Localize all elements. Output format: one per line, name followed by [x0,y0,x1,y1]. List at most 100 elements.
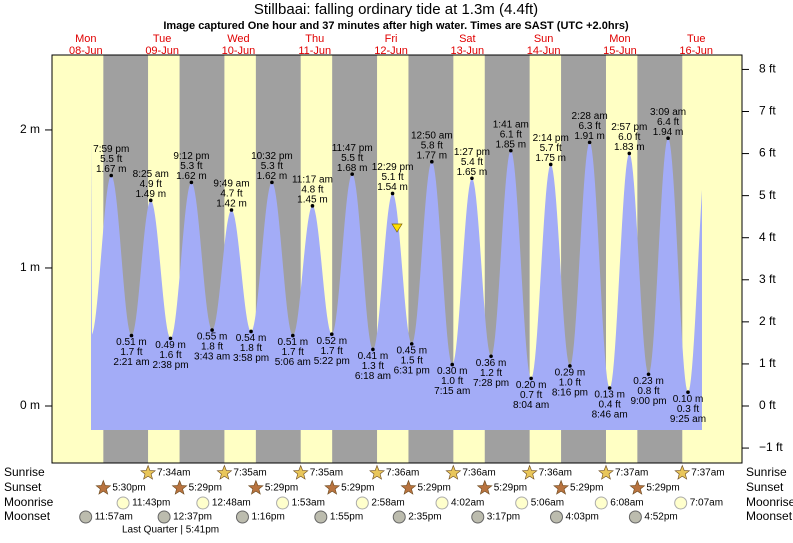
tide-label: 4.9 ft [140,179,162,190]
tide-label: 9:00 pm [630,396,666,407]
tide-label: 1.6 ft [159,350,181,361]
moonset-icon [314,510,328,524]
moonrise-icon [355,496,369,510]
tide-label: 0.49 m [155,340,186,351]
row-label: Moonset [746,509,793,523]
tide-point [270,180,274,185]
tide-label: 0.51 m [116,337,147,348]
moonset-time: 12:37pm [173,512,212,523]
moonrise-time: 2:58am [371,498,404,509]
tide-label: 6.0 ft [618,132,640,143]
tide-label: 1.75 m [535,153,566,164]
tide-label: 2:14 pm [533,133,569,144]
tide-point [129,333,134,338]
sunset-time: 5:29pm [417,483,450,494]
tide-label: 1.83 m [614,142,645,153]
tide-label: 5:06 am [275,357,311,368]
sun-icon [171,479,188,495]
moonrise-icon [196,496,210,510]
tide-label: 6:31 pm [394,366,430,377]
sunset-time: 5:30pm [112,483,145,494]
day-date: 14-Jun [527,45,561,57]
tide-label: 1.0 ft [559,378,581,389]
y2-tick-label: 1 ft [759,356,776,370]
day-date: 10-Jun [222,45,256,57]
tide-label: 1.2 ft [480,368,502,379]
tide-point [470,176,474,181]
tide-point [189,180,194,185]
moon-phase: Last Quarter | 5:41pm [122,525,219,536]
y2-tick-label: 3 ft [759,272,776,286]
day-date: 13-Jun [451,45,485,57]
tide-marks: 7:59 pm5.5 ft1.67 m0.51 m1.7 ft2:21 am8:… [93,107,706,425]
tide-point [430,159,434,164]
moonrise-icon [594,496,608,510]
row-label: Moonrise [4,495,54,509]
tide-label: 1.62 m [257,171,288,182]
moonrise-time: 1:53am [292,498,325,509]
day-date: 15-Jun [603,45,637,57]
tide-point [350,172,354,176]
sunset-time: 5:29pm [570,483,603,494]
day-weekday: Sun [534,33,554,45]
sunrise-time: 7:37am [691,468,724,479]
tide-label: 6.1 ft [500,129,522,140]
moonset-time: 3:17pm [487,512,520,523]
tide-point [109,173,114,178]
day-weekday: Mon [75,33,96,45]
sunset-time: 5:29pm [646,483,679,494]
moonset-icon [628,510,642,524]
tide-label: 0.30 m [437,366,468,377]
moonset-icon [392,510,406,524]
tide-label: 0.4 ft [599,400,621,411]
sunrise-time: 7:36am [386,468,419,479]
tide-label: 1:41 am [493,119,529,130]
tide-point [148,198,153,203]
moonrise-icon [674,496,688,510]
chart-subtitle: Image captured One hour and 37 minutes a… [163,20,629,32]
tide-label: 9:12 pm [173,151,209,162]
tide-label: 0.55 m [197,332,228,343]
tide-label: 1.42 m [216,199,247,210]
tide-label: 3:58 pm [233,353,269,364]
tide-label: 1.5 ft [401,356,423,367]
tide-point [587,140,592,145]
tide-point [291,333,295,338]
tide-label: 5.8 ft [421,140,443,151]
tide-label: 4.7 ft [220,189,242,200]
tide-label: 1.67 m [96,164,127,175]
tide-label: 0.13 m [594,390,625,401]
y2-tick-label: −1 ft [759,440,783,454]
tide-label: 12:50 am [411,130,453,141]
row-label: Sunset [4,480,42,494]
sunrise-time: 7:35am [310,468,343,479]
tide-label: 1.54 m [377,182,408,193]
row-label: Sunset [746,480,784,494]
day-weekday: Tue [153,33,172,45]
moonrise-icon [276,496,290,510]
sun-icon [476,479,493,495]
tide-point [450,362,455,367]
tide-label: 1.3 ft [362,361,384,372]
tide-label: 7:15 am [434,386,470,397]
tide-point [646,372,651,377]
y-tick-label: 2 m [20,122,40,136]
sun-icon [95,479,112,495]
y-tick-label: 1 m [20,260,40,274]
sun-icon [140,464,156,480]
sun-icon [247,479,264,495]
moonset-icon [471,510,485,524]
tide-label: 5:22 pm [314,356,350,367]
moonrise-icon [515,496,529,510]
moonrise-icon [435,496,449,510]
y2-tick-label: 8 ft [759,62,776,76]
moonset-time: 2:35pm [408,512,441,523]
plot-frame [51,54,743,464]
y2-tick-label: 0 ft [759,398,776,412]
y2-tick-label: 2 ft [759,314,776,328]
moonrise-time: 11:43pm [132,498,170,509]
moonset-time: 4:03pm [565,512,598,523]
tide-point [168,336,173,341]
tide-label: 0.3 ft [677,404,699,415]
